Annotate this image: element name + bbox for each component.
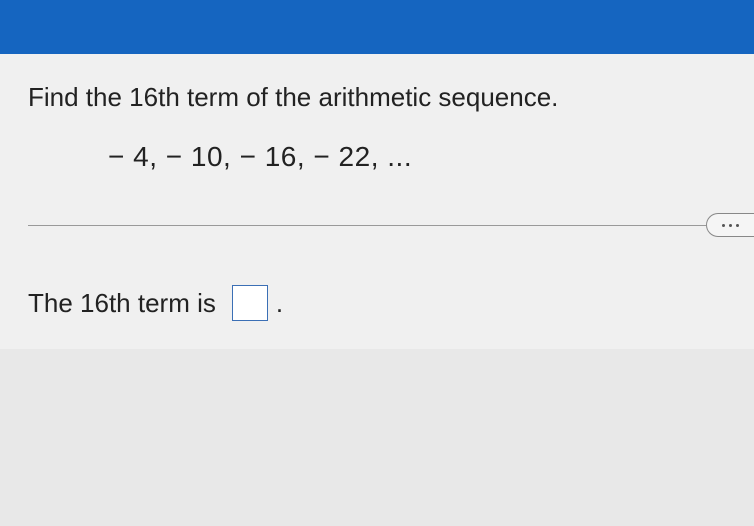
answer-input[interactable]: [232, 285, 268, 321]
sequence-display: − 4, − 10, − 16, − 22, ...: [108, 141, 726, 173]
header-bar: [0, 0, 754, 54]
answer-row: The 16th term is .: [28, 285, 726, 321]
question-prompt: Find the 16th term of the arithmetic seq…: [28, 82, 726, 113]
answer-prefix-text: The 16th term is: [28, 288, 216, 319]
ellipsis-icon: [722, 224, 739, 227]
divider-row: [0, 213, 754, 237]
more-options-button[interactable]: [706, 213, 754, 237]
question-section: Find the 16th term of the arithmetic seq…: [0, 54, 754, 195]
content-area: Find the 16th term of the arithmetic seq…: [0, 54, 754, 349]
answer-suffix-text: .: [276, 288, 283, 319]
divider-line: [28, 225, 706, 226]
answer-section: The 16th term is .: [0, 237, 754, 349]
